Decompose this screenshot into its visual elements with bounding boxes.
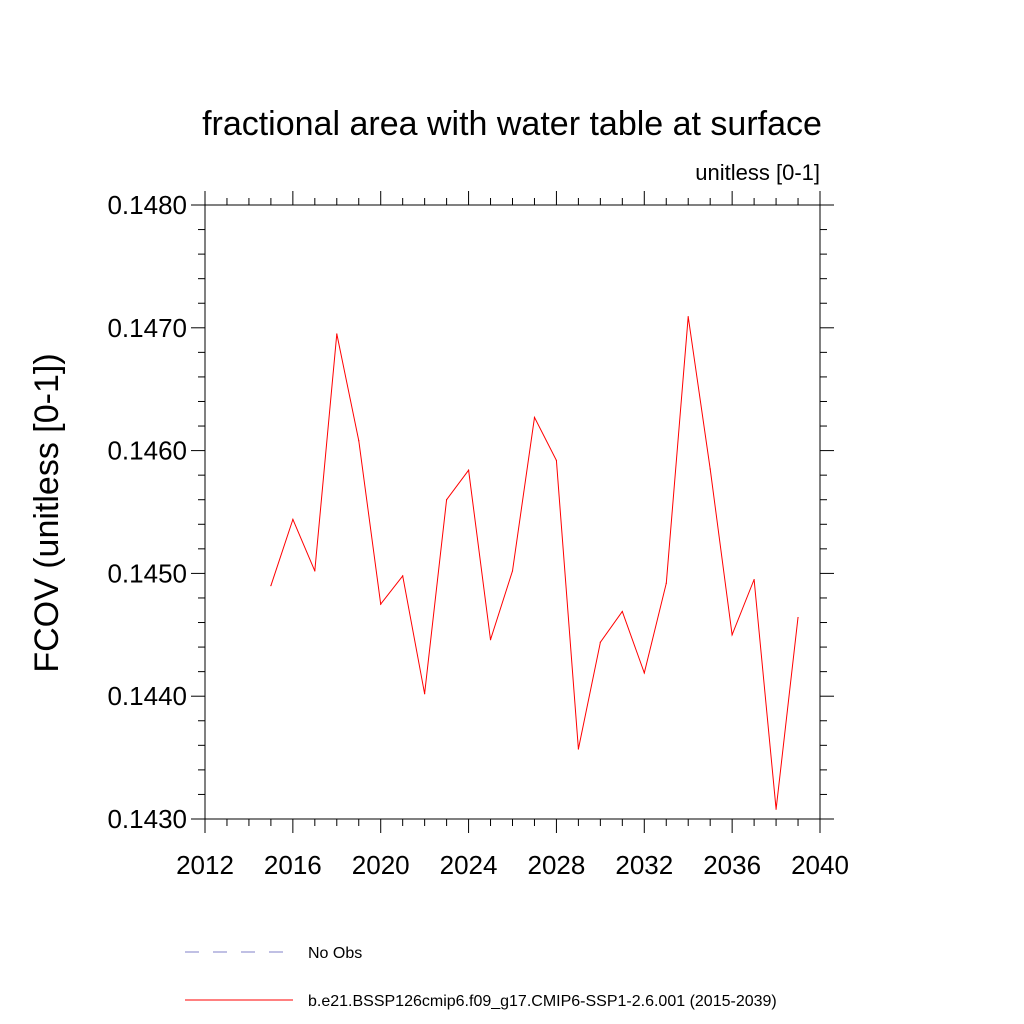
legend-label-no-obs: No Obs (308, 945, 362, 962)
y-tick-label: 0.1430 (107, 804, 187, 834)
data-point (446, 499, 448, 501)
data-point (687, 316, 689, 318)
data-point (511, 570, 514, 572)
data-point (467, 469, 470, 471)
y-tick-label: 0.1450 (107, 558, 187, 588)
y-tick-label: 0.1480 (107, 190, 187, 220)
data-point (402, 575, 404, 577)
y-tick-label: 0.1440 (107, 681, 187, 711)
x-tick-label: 2028 (528, 850, 586, 880)
series-line (270, 316, 799, 810)
x-tick-label: 2012 (176, 850, 234, 880)
data-point (292, 518, 294, 520)
data-point (709, 468, 711, 470)
y-tick-label: 0.1460 (107, 436, 187, 466)
series-layer (270, 316, 799, 810)
plot-frame (204, 204, 821, 820)
x-tick-label: 2036 (703, 850, 761, 880)
y-axis-ticks: 0.1430 0.1440 0.1450 0.1460 0.1470 0.1480 (107, 190, 834, 834)
data-point (555, 459, 558, 462)
data-point (424, 693, 426, 695)
legend: No Obs b.e21.BSSP126cmip6.f09_g17.CMIP6-… (185, 945, 777, 1010)
data-point (797, 617, 799, 619)
y-tick-label: 0.1470 (107, 313, 187, 343)
data-point (599, 641, 601, 643)
units-label: unitless [0-1] (695, 160, 820, 185)
data-point (621, 610, 623, 613)
data-point (489, 639, 492, 641)
y-axis-label: FCOV (unitless [0-1]) (28, 353, 66, 672)
x-tick-label: 2024 (440, 850, 498, 880)
data-point (753, 578, 755, 581)
data-point (577, 748, 579, 750)
data-point (643, 672, 645, 674)
data-point (270, 585, 272, 587)
x-axis-ticks: 2012 2016 2020 2024 2028 2032 2036 2040 (176, 191, 849, 880)
data-point (358, 440, 360, 442)
chart-title: fractional area with water table at surf… (202, 105, 822, 143)
x-tick-label: 2016 (264, 850, 322, 880)
data-point (336, 333, 338, 335)
x-tick-label: 2020 (352, 850, 410, 880)
data-point (314, 570, 316, 572)
data-point (533, 416, 536, 419)
x-tick-label: 2032 (615, 850, 673, 880)
data-point (731, 634, 733, 636)
data-point (775, 808, 777, 810)
data-point (380, 603, 382, 605)
data-point (665, 582, 667, 584)
x-tick-label: 2040 (791, 850, 849, 880)
legend-label-model-run: b.e21.BSSP126cmip6.f09_g17.CMIP6-SSP1-2.… (308, 993, 777, 1010)
